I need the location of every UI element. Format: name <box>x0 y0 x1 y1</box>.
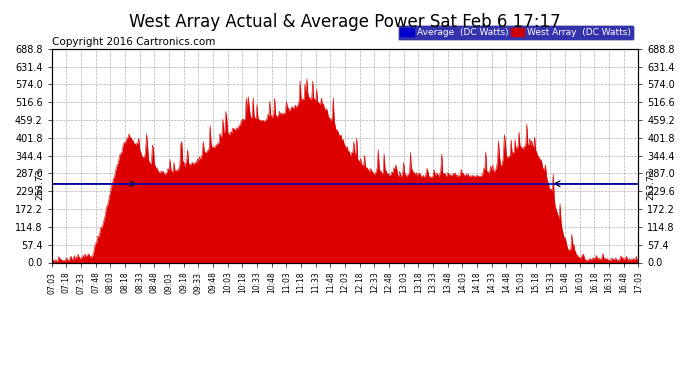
Text: 253.73: 253.73 <box>35 168 44 200</box>
Legend: Average  (DC Watts), West Array  (DC Watts): Average (DC Watts), West Array (DC Watts… <box>397 26 633 40</box>
Text: West Array Actual & Average Power Sat Feb 6 17:17: West Array Actual & Average Power Sat Fe… <box>129 13 561 31</box>
Text: 253.73: 253.73 <box>646 168 655 200</box>
Text: Copyright 2016 Cartronics.com: Copyright 2016 Cartronics.com <box>52 37 215 47</box>
